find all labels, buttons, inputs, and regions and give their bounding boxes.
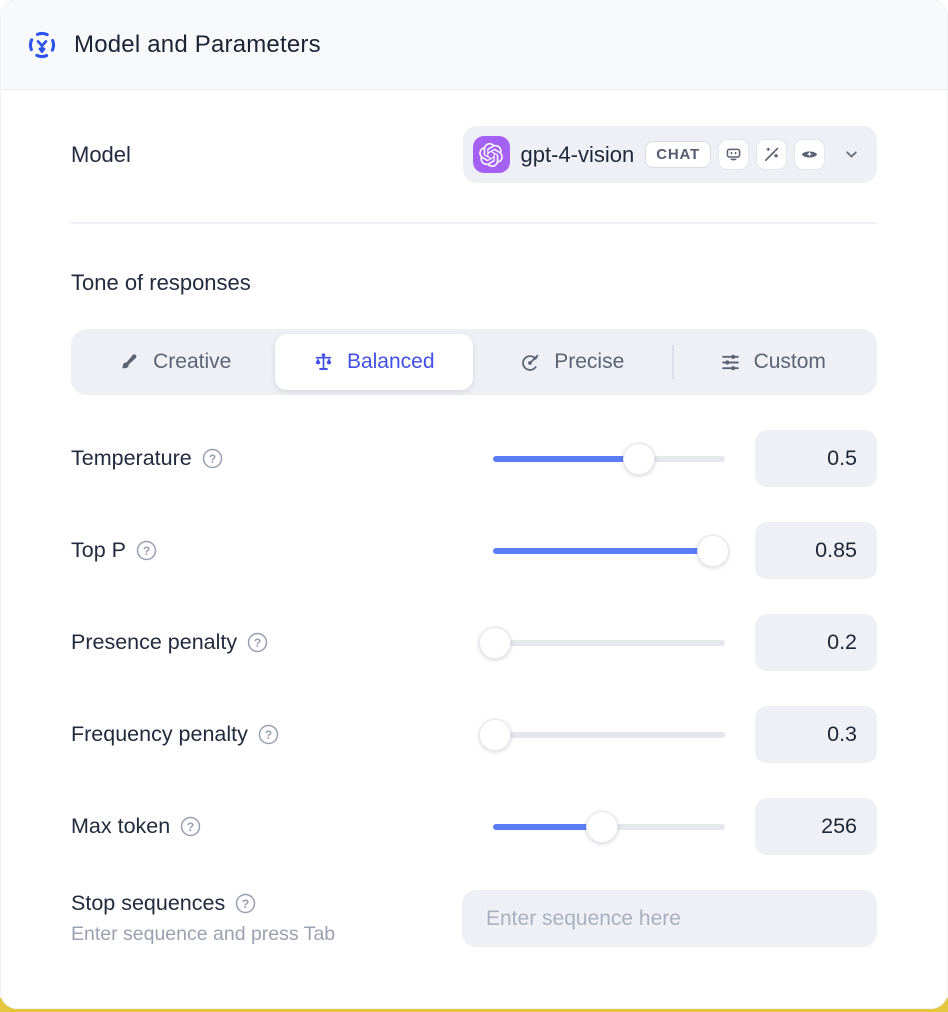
- frequency-penalty-slider[interactable]: [479, 718, 725, 752]
- help-icon[interactable]: ?: [136, 540, 157, 561]
- slider-thumb[interactable]: [697, 534, 730, 567]
- slider-thumb[interactable]: [623, 442, 656, 475]
- sliders-icon: [721, 354, 739, 370]
- robot-icon: [718, 139, 749, 170]
- balance-scale-icon: [315, 352, 332, 370]
- vision-eye-icon: [794, 139, 825, 170]
- temperature-value[interactable]: 0.5: [755, 430, 877, 487]
- tone-option-label: Precise: [554, 350, 625, 373]
- svg-text:?: ?: [187, 820, 194, 834]
- top-p-value[interactable]: 0.85: [755, 522, 877, 579]
- model-select-dropdown[interactable]: gpt-4-vision CHAT: [462, 126, 877, 183]
- chevron-down-icon: [842, 145, 861, 164]
- selected-model-name: gpt-4-vision: [520, 141, 635, 167]
- slider-track: [493, 639, 725, 646]
- openai-logo: [472, 136, 510, 173]
- top-p-slider[interactable]: [493, 534, 730, 568]
- temperature-label: Temperature: [71, 446, 192, 470]
- frequency-penalty-row: Frequency penalty ? 0.3: [71, 706, 877, 763]
- tone-option-label: Balanced: [346, 350, 435, 373]
- presence-penalty-row: Presence penalty ? 0.2: [71, 614, 877, 671]
- max-token-slider[interactable]: [493, 810, 725, 844]
- tone-option-creative[interactable]: Creative: [76, 334, 275, 390]
- model-type-badge: CHAT: [645, 141, 711, 168]
- svg-text:?: ?: [209, 452, 216, 466]
- presence-penalty-label: Presence penalty: [71, 630, 238, 654]
- page-title: Model and Parameters: [74, 30, 321, 58]
- card-body: Model gpt-4-vision CHAT: [1, 90, 947, 1005]
- help-icon[interactable]: ?: [180, 816, 201, 837]
- top-p-row: Top P ? 0.85: [71, 522, 877, 579]
- slider-thumb[interactable]: [479, 718, 512, 751]
- presence-penalty-value[interactable]: 0.2: [755, 614, 877, 671]
- slider-fill: [493, 455, 640, 462]
- model-icon: [27, 30, 57, 60]
- help-icon[interactable]: ?: [235, 893, 256, 914]
- slider-track: [493, 731, 725, 738]
- target-icon: [522, 354, 539, 371]
- tone-segmented-control: Creative Balanced: [71, 329, 877, 395]
- tone-option-label: Custom: [753, 350, 826, 373]
- frequency-penalty-label: Frequency penalty: [71, 722, 248, 746]
- stop-sequences-input[interactable]: [462, 890, 877, 947]
- stop-sequences-row: Stop sequences ? Enter sequence and pres…: [71, 890, 877, 1005]
- max-token-label: Max token: [71, 814, 171, 838]
- temperature-row: Temperature ? 0.5: [71, 430, 877, 487]
- tone-option-label: Creative: [153, 350, 232, 373]
- segment-divider: [671, 345, 674, 379]
- slider-thumb[interactable]: [479, 626, 512, 659]
- slider-fill: [493, 547, 714, 554]
- model-label: Model: [71, 141, 131, 167]
- help-icon[interactable]: ?: [247, 632, 268, 653]
- top-p-label: Top P: [71, 538, 126, 562]
- help-icon[interactable]: ?: [258, 724, 279, 745]
- tone-heading: Tone of responses: [71, 270, 251, 295]
- paintbrush-icon: [122, 353, 137, 368]
- presence-penalty-slider[interactable]: [479, 626, 725, 660]
- svg-text:?: ?: [242, 897, 249, 911]
- help-icon[interactable]: ?: [202, 448, 223, 469]
- card-header: Model and Parameters: [1, 0, 947, 90]
- svg-text:?: ?: [254, 636, 261, 650]
- max-token-row: Max token ? 256: [71, 798, 877, 855]
- stop-sequences-helper: Enter sequence and press Tab: [71, 923, 336, 945]
- svg-text:?: ?: [265, 728, 272, 742]
- tone-option-precise[interactable]: Precise: [473, 334, 672, 390]
- temperature-slider[interactable]: [493, 442, 725, 476]
- stop-sequences-label: Stop sequences: [71, 891, 226, 915]
- frequency-penalty-value[interactable]: 0.3: [755, 706, 877, 763]
- section-divider: [71, 222, 877, 224]
- max-token-value[interactable]: 256: [755, 798, 877, 855]
- magic-wand-icon: [756, 139, 787, 170]
- slider-thumb[interactable]: [586, 810, 619, 843]
- model-row: Model gpt-4-vision CHAT: [71, 126, 877, 183]
- svg-text:?: ?: [143, 544, 150, 558]
- tone-option-custom[interactable]: Custom: [674, 334, 873, 390]
- tone-option-balanced[interactable]: Balanced: [274, 334, 473, 390]
- slider-fill: [493, 823, 603, 830]
